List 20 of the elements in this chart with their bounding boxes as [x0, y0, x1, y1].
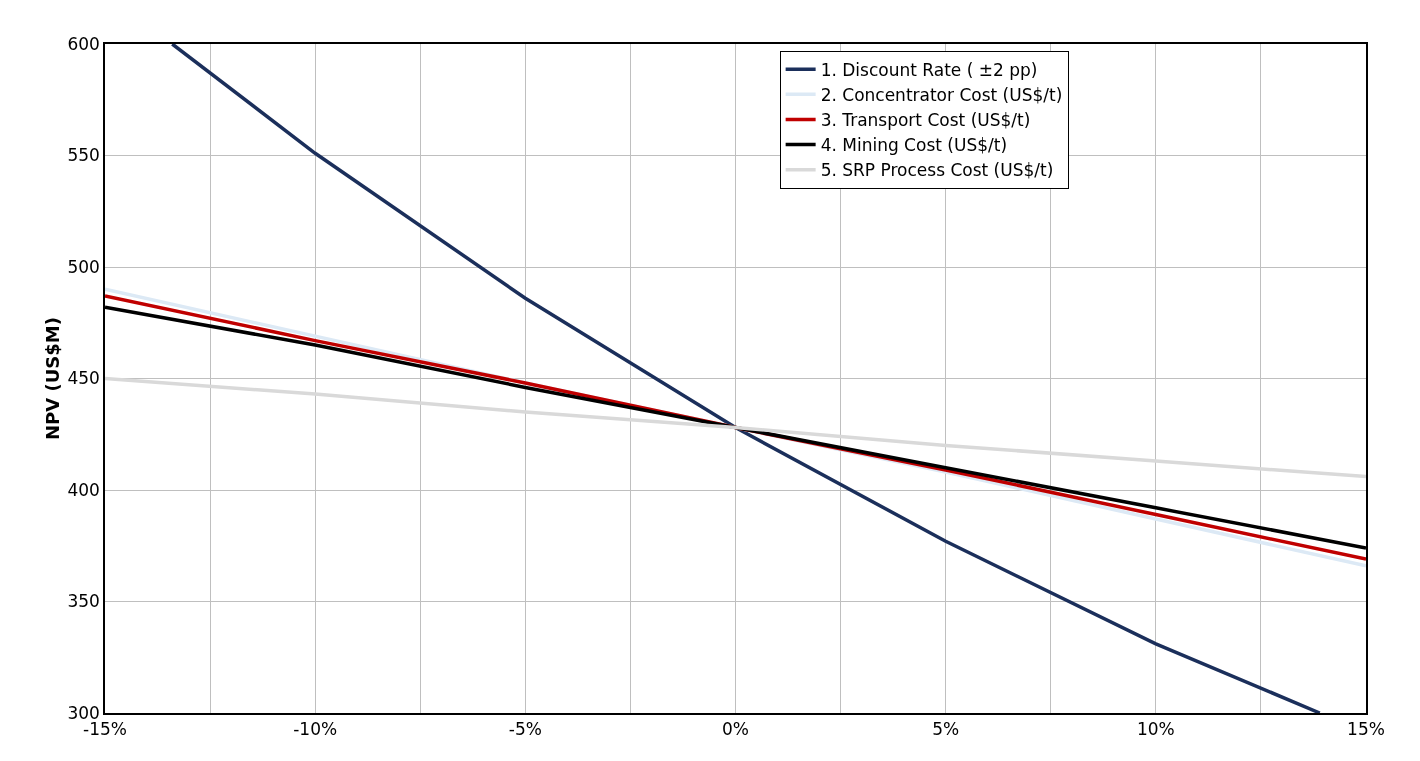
legend-label: 5. SRP Process Cost (US$/t) — [820, 160, 1054, 181]
legend-label: 4. Mining Cost (US$/t) — [820, 135, 1008, 156]
x-tick-label: 0% — [722, 719, 749, 740]
legend-label: 1. Discount Rate ( ±2 pp) — [820, 59, 1038, 80]
y-axis-title: NPV (US$M) — [41, 317, 63, 440]
y-tick-label: 500 — [67, 256, 100, 277]
x-tick-label: -5% — [508, 719, 542, 740]
x-tick-label: 10% — [1136, 719, 1175, 740]
x-tick-label: -10% — [293, 719, 338, 740]
legend-label: 3. Transport Cost (US$/t) — [820, 110, 1031, 131]
y-tick-label: 350 — [67, 591, 100, 612]
legend-label: 2. Concentrator Cost (US$/t) — [820, 84, 1063, 105]
y-tick-label: 450 — [67, 368, 100, 389]
x-tick-label: 15% — [1347, 719, 1385, 740]
line-series — [170, 44, 1322, 713]
y-tick-label: 600 — [67, 33, 100, 54]
y-tick-label: 550 — [67, 145, 100, 166]
y-tick-label: 400 — [67, 479, 100, 500]
line-series — [105, 376, 1366, 479]
x-tick-label: 5% — [932, 719, 960, 740]
